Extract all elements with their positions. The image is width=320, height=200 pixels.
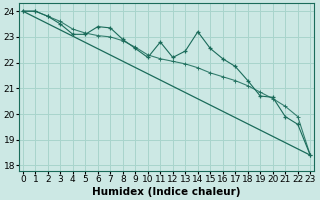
X-axis label: Humidex (Indice chaleur): Humidex (Indice chaleur) [92, 187, 241, 197]
